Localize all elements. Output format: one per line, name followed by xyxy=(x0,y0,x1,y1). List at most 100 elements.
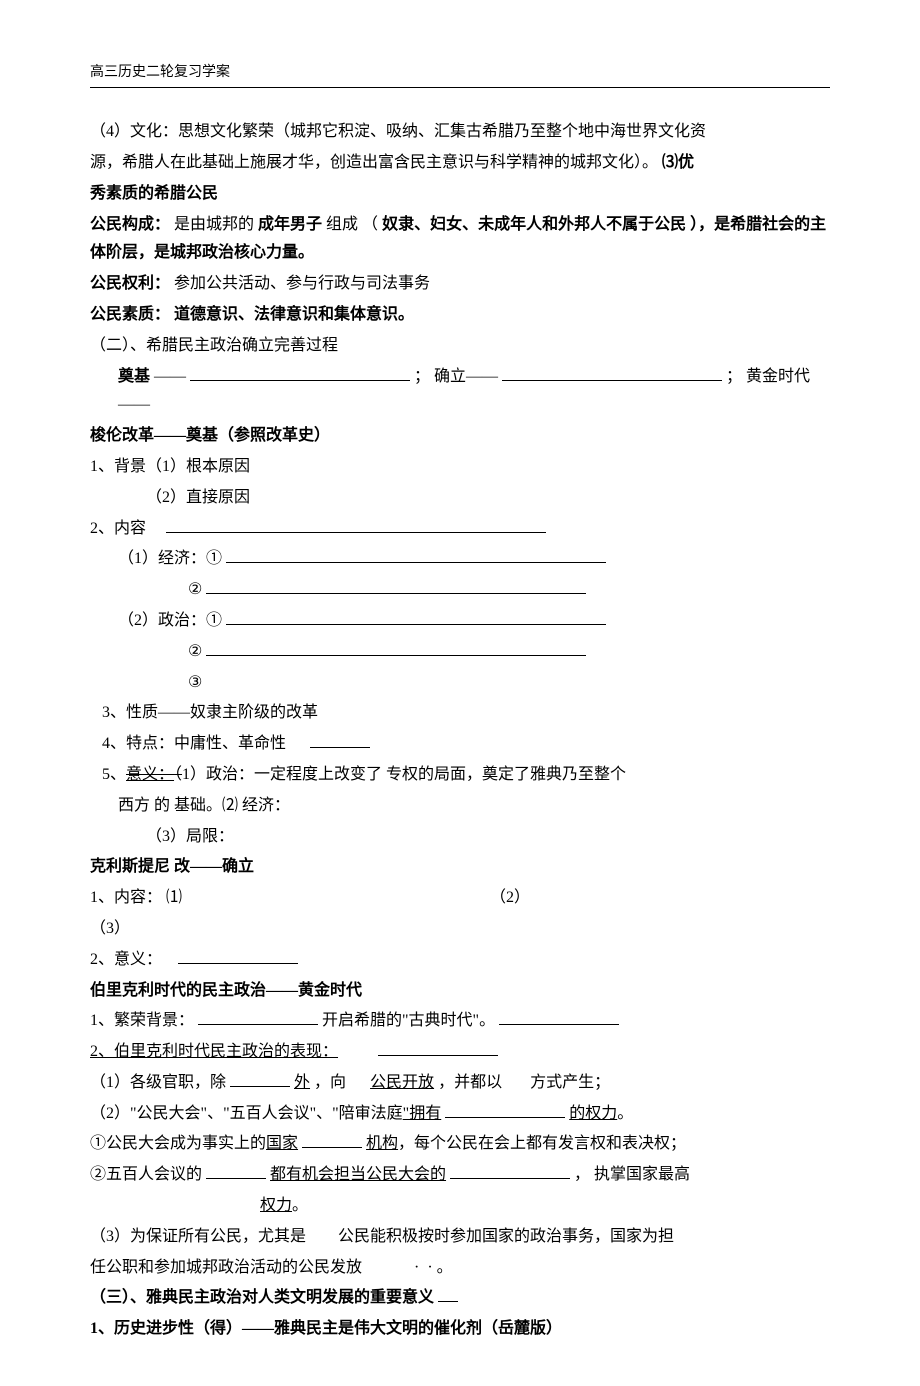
txt: 的权力 xyxy=(569,1105,617,1122)
txt: 组成 （ xyxy=(326,216,378,233)
txt: 4、特点：中庸性、革命性 xyxy=(102,735,286,752)
txt: 奠基 xyxy=(118,368,150,385)
solon-bg1: 1、背景（1）根本原因 xyxy=(90,453,830,482)
solon-pol2: ② xyxy=(90,638,830,667)
txt: 权力 xyxy=(260,1197,292,1214)
solon-pol1: （2）政治：① xyxy=(90,607,830,636)
blank xyxy=(450,1163,570,1179)
per-sub2: ②五百人会议的 都有机会担当公民大会的 ， 执掌国家最高 xyxy=(90,1161,830,1190)
label: 公民构成： xyxy=(90,216,170,233)
txt: 源，希腊人在此基础上施展才华，创造出富含民主意识与科学精神的城邦文化）。 xyxy=(90,154,662,171)
klei-title: 克利斯提尼 改——确立 xyxy=(90,853,830,882)
txt: （三）、雅典民主政治对人类文明发展的重要意义 xyxy=(90,1289,434,1306)
txt: 是由城邦的 xyxy=(174,216,254,233)
txt: "拥有 xyxy=(403,1105,442,1122)
per-3b: 任公职和参加城邦政治活动的公民发放 · · 。 xyxy=(90,1254,830,1283)
blank xyxy=(206,578,586,594)
label: 公民权利： xyxy=(90,275,170,292)
blank xyxy=(198,1009,318,1025)
blank xyxy=(178,948,298,964)
txt: 1、内容： ⑴ xyxy=(90,889,182,906)
sec3-l1: 1、历史进步性（得）——雅典民主是伟大文明的催化剂（岳麓版） xyxy=(90,1315,830,1344)
txt: （1）经济：① xyxy=(118,550,222,567)
txt: 道德意识、法律意识和集体意识。 xyxy=(174,306,414,323)
txt: 。 xyxy=(617,1105,633,1122)
solon-feature: 4、特点：中庸性、革命性 xyxy=(90,730,830,759)
solon-limit: （3）局限： xyxy=(90,823,830,852)
solon-nature: 3、性质——奴隶主阶级的改革 xyxy=(90,699,830,728)
blank xyxy=(190,365,410,381)
solon-bg2: （2）直接原因 xyxy=(90,484,830,513)
blank xyxy=(226,547,606,563)
label: 公民素质： xyxy=(90,306,170,323)
txt-bold: 成年男子 xyxy=(258,216,322,233)
blank xyxy=(166,517,546,533)
txt: （1）各级官职，除 xyxy=(90,1074,226,1091)
blank xyxy=(230,1071,290,1087)
p-citizen-compose: 公民构成： 是由城邦的 成年男子 组成 （ 奴隶、妇女、未成年人和外邦人不属于公… xyxy=(90,211,830,269)
blank xyxy=(438,1286,458,1302)
blank xyxy=(310,732,370,748)
solon-content: 2、内容 xyxy=(90,515,830,544)
blank xyxy=(226,609,606,625)
sec2-title: （二）、希腊民主政治确立完善过程 xyxy=(90,332,830,361)
txt: 2、伯里克利时代民主政治的表现： xyxy=(90,1043,338,1060)
per-bg: 1、繁荣背景： 开启希腊的"古典时代"。 xyxy=(90,1007,830,1036)
txt: 都有机会担当公民大会的 xyxy=(270,1166,446,1183)
txt: 国家 xyxy=(266,1135,298,1152)
txt: 方式产生； xyxy=(530,1074,610,1091)
blank xyxy=(445,1102,565,1118)
sec3-title: （三）、雅典民主政治对人类文明发展的重要意义 xyxy=(90,1284,830,1313)
txt: （2）"公民大会"、"五百人会议"、"陪审法庭 xyxy=(90,1105,403,1122)
p-culture-1: （4）文化：思想文化繁荣（城邦它积淀、吸纳、汇集古希腊乃至整个地中海世界文化资 xyxy=(90,118,830,147)
txt: ，并都以 xyxy=(438,1074,502,1091)
solon-meaning1: 5、意义：（1）政治：一定程度上改变了 专权的局面，奠定了雅典乃至整个 xyxy=(90,761,830,790)
txt: 公民能积极按时参加国家的政治事务，国家为担 xyxy=(338,1228,674,1245)
txt: ①公民大会成为事实上的 xyxy=(90,1135,266,1152)
solon-title: 梭伦改革——奠基（参照改革史） xyxy=(90,422,830,451)
txt: 2、内容 xyxy=(90,520,146,537)
p-citizen-quality: 公民素质： 道德意识、法律意识和集体意识。 xyxy=(90,301,830,330)
txt: 公民开放 xyxy=(370,1074,434,1091)
solon-pol3: ③ xyxy=(90,669,830,698)
per-1: （1）各级官职，除 外 ，向 公民开放 ，并都以 方式产生； xyxy=(90,1069,830,1098)
p-citizen-title: 秀素质的希腊公民 xyxy=(90,180,830,209)
txt: （3）为保证所有公民，尤其是 xyxy=(90,1228,306,1245)
klei-content: 1、内容： ⑴ （2） xyxy=(90,884,830,913)
txt: 任公职和参加城邦政治活动的公民发放 xyxy=(90,1259,362,1276)
txt: ，每个公民在会上都有发言权和表决权； xyxy=(398,1135,686,1152)
txt: ； 确立—— xyxy=(414,368,498,385)
txt: 。 xyxy=(437,1259,453,1276)
solon-eco2: ② xyxy=(90,576,830,605)
pericles-title: 伯里克利时代的民主政治——黄金时代 xyxy=(90,977,830,1006)
txt: （2）政治：① xyxy=(118,612,222,629)
page-header: 高三历史二轮复习学案 xyxy=(90,60,830,88)
txt: （2） xyxy=(490,889,530,906)
txt: ②五百人会议的 xyxy=(90,1166,202,1183)
txt: 机构 xyxy=(366,1135,398,1152)
solon-meaning2: 西方 的 基础。⑵ 经济： xyxy=(90,792,830,821)
txt-bold: ⑶优 xyxy=(662,154,694,171)
p-citizen-right: 公民权利： 参加公共活动、参与行政与司法事务 xyxy=(90,270,830,299)
txt: ② xyxy=(188,581,202,598)
txt: 1）政治：一定程度上改变了 专权的局面，奠定了雅典乃至整个 xyxy=(182,766,626,783)
blank xyxy=(206,640,586,656)
txt-bold: 奴隶、妇女、未成年人和外邦人不属于公民 xyxy=(382,216,686,233)
txt: 参加公共活动、参与行政与司法事务 xyxy=(174,275,430,292)
blank xyxy=(302,1132,362,1148)
txt: 5、 xyxy=(102,766,126,783)
solon-eco1: （1）经济：① xyxy=(90,545,830,574)
blank xyxy=(378,1040,498,1056)
blank xyxy=(502,365,722,381)
per-sub2b: 权力。 xyxy=(90,1192,830,1221)
txt: 开启希腊的"古典时代"。 xyxy=(322,1012,495,1029)
blank xyxy=(499,1009,619,1025)
per-expr: 2、伯里克利时代民主政治的表现： xyxy=(90,1038,830,1067)
txt: ，向 xyxy=(314,1074,346,1091)
txt: 1、繁荣背景： xyxy=(90,1012,194,1029)
blank xyxy=(206,1163,266,1179)
klei-content3: （3） xyxy=(90,915,830,944)
txt: 2、意义： xyxy=(90,951,162,968)
foundation-line: 奠基 —— ； 确立—— ； 黄金时代—— xyxy=(90,363,830,421)
klei-meaning: 2、意义： xyxy=(90,946,830,975)
